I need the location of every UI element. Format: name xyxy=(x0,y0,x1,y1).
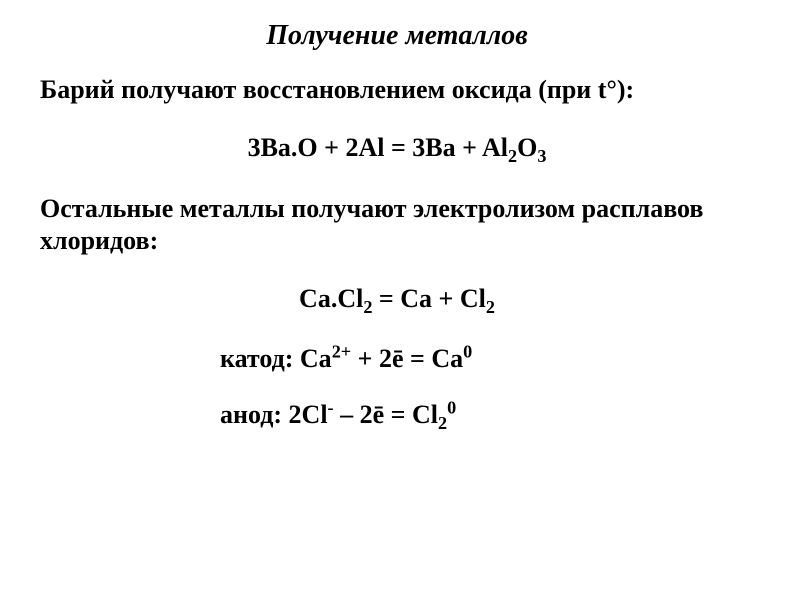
document-page: Получение металлов Барий получают восста… xyxy=(0,0,794,476)
equation-2: Ca.Cl2 = Ca + Cl2 xyxy=(40,284,754,314)
page-title: Получение металлов xyxy=(40,20,754,52)
paragraph-1: Барий получают восстановлением оксида (п… xyxy=(40,74,754,107)
equation-cathode: катод: Ca2+ + 2ē = Ca0 xyxy=(40,344,754,374)
paragraph-2: Остальные металлы получают электролизом … xyxy=(40,193,754,258)
equation-anode: анод: 2Cl- – 2ē = Cl20 xyxy=(40,400,754,430)
equation-1: 3Ba.O + 2Al = 3Ba + Al2O3 xyxy=(40,133,754,163)
